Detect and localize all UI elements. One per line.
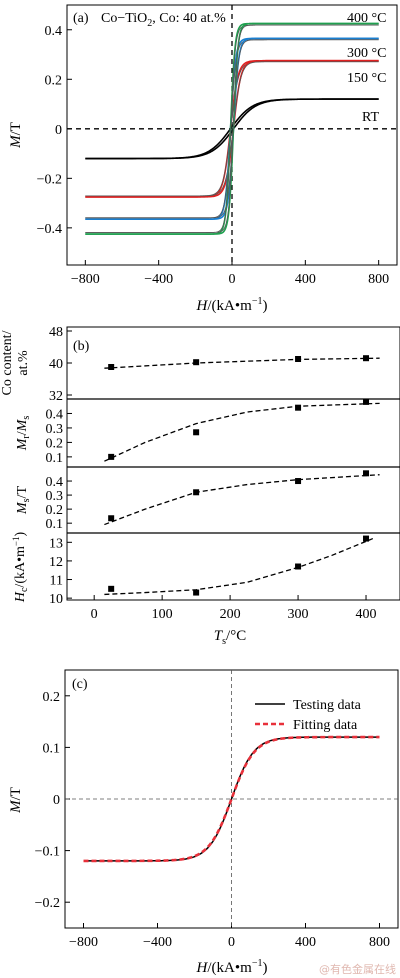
panel-b-label: (b): [73, 339, 90, 354]
panel-a: −800 −400 0 400 800 −0.4 −0.2 0 0.2 0.4 (a) Co−Ti…: [8, 4, 398, 314]
y-tick-label: −0.2: [35, 896, 60, 911]
y-tick-label: 0.4: [46, 475, 64, 490]
panel-c: −800 −400 0 400 800 −0.2 −0.1 0 0.1 0.2 (c) Testi…: [8, 669, 399, 976]
y-tick-label: 0: [55, 123, 62, 138]
ylabel-co-content: Co content/: [0, 330, 15, 395]
y-tick-label: 10: [49, 592, 63, 607]
fit-line-co: [104, 357, 380, 369]
y-tick-label: 0.1: [43, 741, 61, 756]
series-label-rt: RT: [362, 110, 379, 125]
y-tick-label: 0.2: [43, 690, 61, 705]
y-tick-label: 0.1: [46, 517, 64, 532]
data-point-ms: [363, 470, 370, 477]
watermark: @有色金属在线: [319, 962, 396, 976]
data-point-co: [108, 364, 115, 370]
data-point-hc: [193, 589, 200, 596]
x-tick-label: 0: [229, 272, 236, 287]
panel-c-label: (c): [72, 677, 88, 692]
data-point-mr_ms: [108, 453, 115, 460]
data-point-mr_ms: [295, 404, 302, 411]
panel-a-ylabel: M/T: [8, 122, 24, 149]
data-point-co: [363, 355, 370, 362]
panel-c-ticks: −800 −400 0 400 800 −0.2 −0.1 0 0.1 0.2: [35, 690, 390, 950]
x-tick-label: 800: [368, 272, 389, 287]
fit-line-ms: [104, 474, 380, 526]
y-tick-label: −0.2: [37, 172, 62, 187]
series-label-400: 400 °C: [347, 11, 386, 26]
panel-c-curves: [83, 735, 380, 863]
data-point-mr_ms: [193, 429, 200, 436]
x-tick-label: 400: [295, 272, 316, 287]
panel-a-label: (a): [73, 11, 89, 26]
y-tick-label: 0.4: [45, 24, 63, 39]
x-tick-label: −400: [144, 272, 173, 287]
x-tick-label: 400: [356, 607, 377, 622]
fit-line-2: [85, 61, 379, 197]
panel-b-frame: [66, 326, 400, 601]
x-tick-label: 100: [152, 607, 173, 622]
data-point-hc: [108, 585, 115, 592]
y-tick-label: −0.1: [35, 845, 60, 860]
panel-a-xlabel: H/(kA•m−1): [196, 296, 268, 314]
data-point-co: [193, 359, 200, 366]
data-point-hc: [363, 535, 370, 542]
x-tick-label: −400: [143, 935, 172, 950]
panel-a-ticks: −800 −400 0 400 800 −0.4 −0.2 0 0.2 0.4: [37, 24, 390, 287]
y-tick-label: 0: [53, 793, 60, 808]
ylabel-mr-ms: Mr/Ms: [15, 416, 32, 452]
x-tick-label: 0: [228, 935, 235, 950]
series-line-1-ascending: [85, 98, 379, 160]
series-label-150: 150 °C: [347, 71, 386, 86]
data-point-hc: [295, 563, 302, 570]
series-line-2: [83, 735, 380, 863]
x-tick-label: 300: [288, 607, 309, 622]
ylabel-co-content-unit: at.%: [16, 350, 31, 376]
y-tick-label: 0.1: [46, 451, 64, 466]
y-tick-label: 13: [49, 536, 63, 551]
x-tick-label: −800: [69, 935, 98, 950]
panel-a-title: Co−TiO2, Co: 40 at.%: [101, 11, 226, 29]
data-point-co: [295, 356, 302, 362]
panel-c-legend: Testing data Fitting data: [255, 698, 362, 733]
y-tick-label: 12: [49, 555, 63, 570]
panel-c-ylabel: M/T: [8, 787, 24, 814]
data-point-mr_ms: [363, 398, 370, 405]
y-tick-label: 0.2: [46, 436, 64, 451]
fit-line-4: [85, 24, 379, 233]
fit-line-hc: [104, 537, 374, 596]
fit-line-mr_ms: [104, 402, 380, 462]
data-point-ms: [295, 478, 302, 485]
x-tick-label: 400: [295, 935, 316, 950]
y-tick-label: −0.4: [37, 222, 62, 237]
panel-a-curves: [85, 22, 379, 235]
y-tick-label: 0.2: [46, 503, 64, 518]
y-tick-label: 48: [49, 325, 63, 340]
ylabel-hc: Hc/(kA•m−1): [11, 532, 30, 604]
x-tick-label: 0: [91, 607, 98, 622]
y-tick-label: 0.3: [46, 489, 64, 504]
y-tick-label: 0.4: [46, 407, 64, 422]
panel-c-xlabel: H/(kA•m−1): [196, 958, 268, 976]
panel-b-xlabel: Ts/°C: [214, 628, 246, 647]
legend-label-fitting: Fitting data: [293, 718, 358, 733]
data-point-ms: [108, 515, 115, 522]
x-tick-label: −800: [71, 272, 100, 287]
series-label-300: 300 °C: [347, 46, 386, 61]
legend-label-testing: Testing data: [293, 698, 362, 713]
y-tick-label: 11: [50, 574, 63, 589]
x-tick-label: 200: [220, 607, 241, 622]
y-tick-label: 32: [49, 389, 63, 404]
y-tick-label: 0.2: [45, 73, 63, 88]
x-tick-label: 800: [369, 935, 390, 950]
y-tick-label: 40: [49, 357, 63, 372]
y-tick-label: 0.3: [46, 422, 64, 437]
ylabel-ms: Ms/T: [15, 486, 32, 515]
data-point-ms: [193, 489, 200, 496]
